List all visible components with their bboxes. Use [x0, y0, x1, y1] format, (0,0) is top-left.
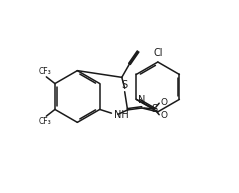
Text: S: S [151, 104, 158, 114]
Text: S: S [122, 80, 128, 90]
Text: NH: NH [114, 110, 129, 120]
Text: CF₃: CF₃ [39, 117, 52, 126]
Text: N: N [138, 95, 146, 105]
Text: O: O [160, 98, 167, 107]
Text: O: O [160, 111, 167, 120]
Text: Cl: Cl [153, 48, 163, 58]
Text: CF₃: CF₃ [39, 67, 52, 76]
